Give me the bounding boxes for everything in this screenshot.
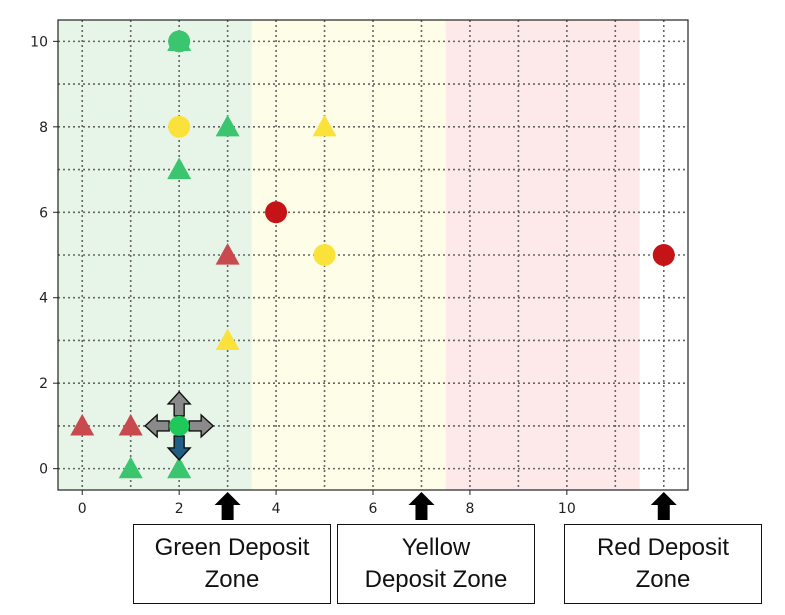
red-triangle <box>70 413 95 436</box>
y-tick-label: 4 <box>39 291 48 307</box>
zone-marker-arrow-icon <box>650 492 677 520</box>
green-triangle <box>215 114 240 137</box>
zone-markers <box>214 492 677 520</box>
y-tick-label: 0 <box>39 462 48 478</box>
y-axis-ticks: 0 2 4 6 8 10 <box>30 34 58 478</box>
arrow-up-icon <box>166 390 192 417</box>
yellow-circle <box>313 244 336 266</box>
green-triangle <box>118 456 143 479</box>
yellow-circle <box>168 115 191 138</box>
x-axis-ticks: 0 2 4 6 8 10 <box>78 490 576 517</box>
x-tick-label: 8 <box>465 501 474 517</box>
red-circle <box>652 244 675 266</box>
red-triangle <box>118 413 143 436</box>
yellow-zone-label: Yellow Deposit Zone <box>364 534 508 593</box>
x-tick-label: 4 <box>272 501 281 517</box>
y-tick-label: 8 <box>39 120 48 136</box>
triangle-markers <box>70 29 337 479</box>
arrow-left-icon <box>144 413 170 439</box>
green-circle <box>168 30 191 53</box>
red-triangle <box>215 243 240 265</box>
yellow-zone-label-box: Yellow Deposit Zone <box>337 524 535 604</box>
yellow-triangle <box>215 328 240 351</box>
x-tick-label: 2 <box>175 501 184 517</box>
circle-markers <box>168 30 675 266</box>
yellow-triangle <box>312 114 337 137</box>
y-tick-label: 2 <box>39 376 48 392</box>
green-zone-label-box: Green Deposit Zone <box>133 524 331 604</box>
red-zone-label: Red Deposit Zone <box>596 534 730 593</box>
zone-marker-arrow-icon <box>214 492 241 520</box>
x-tick-label: 10 <box>558 501 576 517</box>
arrow-down-icon <box>166 435 192 461</box>
agent <box>144 390 215 461</box>
zone-marker-arrow-icon <box>408 492 435 520</box>
red-circle <box>265 201 288 224</box>
y-tick-label: 6 <box>39 205 48 221</box>
green-triangle <box>167 157 192 180</box>
green-zone-label: Green Deposit Zone <box>154 534 310 593</box>
agent-circle <box>169 415 190 436</box>
arrow-right-icon <box>188 413 215 439</box>
x-tick-label: 6 <box>369 501 378 517</box>
red-zone-label-box: Red Deposit Zone <box>564 524 762 604</box>
x-tick-label: 0 <box>78 501 87 517</box>
green-triangle <box>167 456 192 479</box>
y-tick-label: 10 <box>30 34 48 50</box>
